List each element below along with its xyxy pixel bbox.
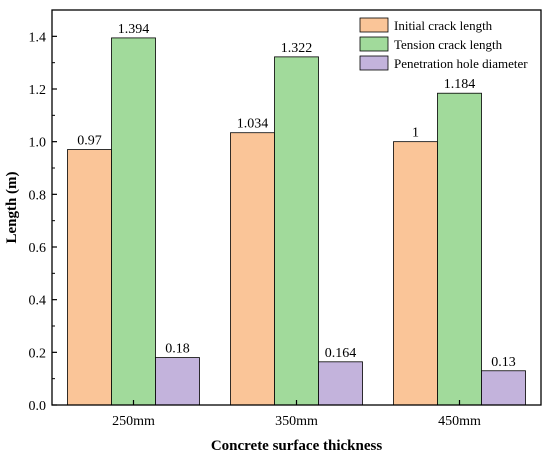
bars-layer: [67, 37, 526, 406]
y-axis-title: Length (m): [4, 171, 20, 243]
bar-data-label: 1.184: [444, 77, 476, 92]
bar: [155, 357, 200, 406]
bar-data-label: 1.322: [281, 41, 313, 56]
y-tick-label: 1.0: [29, 136, 47, 151]
bar: [481, 370, 526, 406]
bar: [67, 149, 112, 406]
bar: [111, 37, 156, 406]
y-tick-label: 1.4: [29, 30, 47, 45]
y-tick-label: 0.8: [29, 188, 47, 203]
y-tick-label: 1.2: [29, 83, 47, 98]
bar: [318, 361, 363, 406]
bar-data-label: 0.18: [165, 342, 190, 357]
legend-label: Penetration hole diameter: [394, 56, 528, 71]
legend-label: Tension crack length: [394, 37, 503, 52]
bar-data-label: 0.97: [77, 134, 102, 149]
legend-swatch: [359, 36, 389, 52]
bar-data-label: 0.164: [325, 346, 357, 361]
bar: [437, 92, 482, 406]
bar-data-label: 1: [412, 126, 419, 141]
y-tick-label: 0.6: [29, 241, 47, 256]
legend-swatch: [359, 17, 389, 33]
y-tick-label: 0.2: [29, 346, 47, 361]
bar: [393, 141, 438, 406]
x-tick-label: 450mm: [438, 414, 481, 429]
legend-label: Initial crack length: [394, 18, 493, 33]
data-labels-layer: 0.97 1.394 0.18 1.034 1.322 0.164 1 1.184 0.13: [77, 22, 516, 370]
x-tick-label: 250mm: [112, 414, 155, 429]
bar-data-label: 1.394: [118, 22, 150, 37]
y-tick-label: 0.4: [29, 294, 47, 309]
bar: [230, 132, 275, 406]
bar-data-label: 1.034: [237, 117, 269, 132]
legend-swatch: [359, 55, 389, 71]
legend: Initial crack length Tension crack length…: [359, 17, 528, 71]
y-tick-label: 0.0: [29, 399, 47, 414]
axes-layer: 0.0 0.2 0.4 0.6 0.8 1.0 1.2 1.4 250mm 350mm 450mm: [29, 30, 481, 429]
x-tick-label: 350mm: [275, 414, 318, 429]
bar-data-label: 0.13: [491, 355, 516, 370]
bar: [274, 56, 319, 406]
x-axis-title: Concrete surface thickness: [211, 438, 383, 454]
